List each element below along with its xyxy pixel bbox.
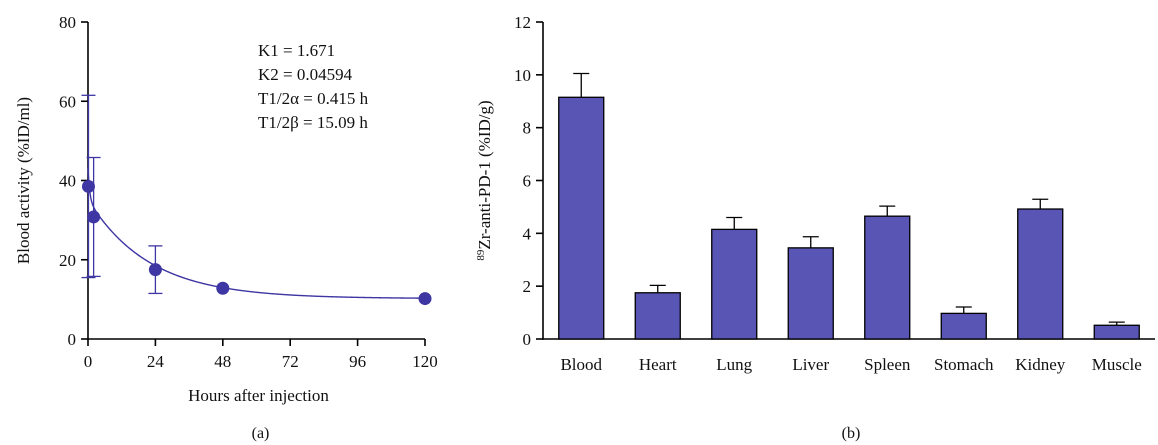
y-tick-label: 40 bbox=[59, 172, 76, 191]
x-tick-label: 24 bbox=[147, 352, 165, 371]
data-point bbox=[87, 210, 101, 224]
fit-annotation: K1 = 1.671 bbox=[258, 41, 335, 60]
data-point bbox=[81, 179, 95, 193]
fit-annotation: T1/2β = 15.09 h bbox=[258, 113, 368, 132]
x-tick-label: 120 bbox=[412, 352, 438, 371]
data-point bbox=[148, 263, 162, 277]
x-tick-label: 72 bbox=[282, 352, 299, 371]
fit-curve bbox=[87, 167, 425, 299]
y-tick-label: 0 bbox=[68, 330, 77, 349]
x-axis-title: Hours after injection bbox=[188, 386, 329, 405]
data-point bbox=[216, 281, 230, 295]
fit-annotation: T1/2α = 0.415 h bbox=[258, 89, 369, 108]
x-tick-label: 0 bbox=[84, 352, 93, 371]
panel-label-a: (a) bbox=[252, 425, 270, 442]
y-tick-label: 20 bbox=[59, 251, 76, 270]
x-tick-label: 96 bbox=[349, 352, 366, 371]
y-tick-label: 60 bbox=[59, 92, 76, 111]
y-axis-title: Blood activity (%ID/ml) bbox=[14, 97, 33, 264]
x-tick-label: 48 bbox=[214, 352, 231, 371]
fit-annotation: K2 = 0.04594 bbox=[258, 65, 353, 84]
y-tick-label: 80 bbox=[59, 13, 76, 32]
data-point bbox=[418, 292, 432, 306]
